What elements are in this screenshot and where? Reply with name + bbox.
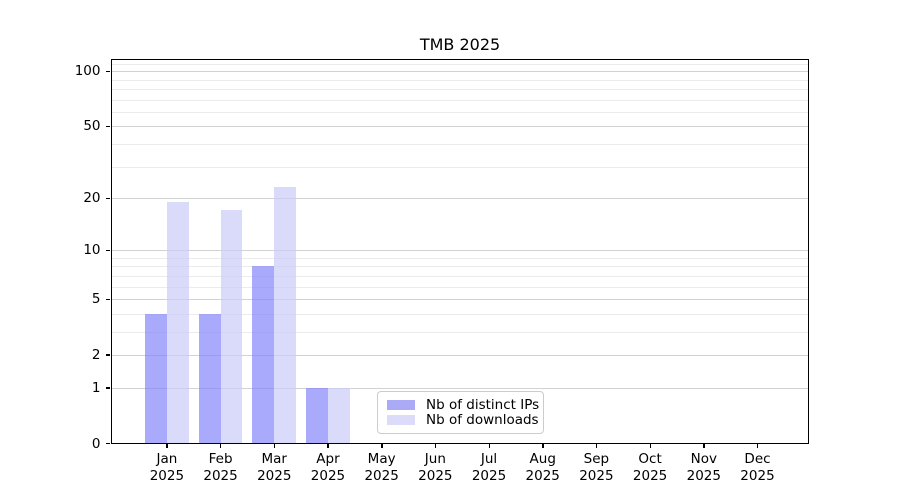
y-tick-mark bbox=[106, 70, 110, 73]
major-gridline bbox=[110, 198, 809, 200]
x-tick-label-year: 2025 bbox=[632, 467, 668, 484]
x-tick-mark bbox=[220, 443, 222, 448]
x-tick-label: Jan 2025 bbox=[139, 451, 195, 485]
x-tick-label: Aug 2025 bbox=[515, 451, 571, 485]
x-tick-label: Apr 2025 bbox=[300, 451, 356, 485]
minor-gridline bbox=[110, 144, 809, 146]
y-tick-label: 5 bbox=[91, 291, 101, 308]
y-tick-label: 20 bbox=[83, 190, 101, 207]
x-tick-label: May 2025 bbox=[354, 451, 410, 485]
y-tick-label: 1 bbox=[91, 379, 101, 396]
bar-distinct-ips-apr bbox=[306, 387, 328, 444]
major-gridline bbox=[110, 299, 809, 301]
y-tick-mark bbox=[106, 387, 110, 389]
y-tick-label: 50 bbox=[83, 118, 101, 135]
x-tick-mark bbox=[756, 443, 759, 448]
minor-gridline bbox=[110, 275, 809, 277]
y-tick-mark bbox=[106, 125, 110, 128]
x-tick-mark bbox=[166, 443, 168, 448]
legend-item-downloads: Nb of downloads bbox=[387, 412, 539, 428]
legend-item-distinct-ips: Nb of distinct IPs bbox=[387, 397, 539, 413]
legend: Nb of distinct IPs Nb of downloads bbox=[377, 391, 544, 434]
x-tick-mark bbox=[488, 443, 490, 448]
x-tick-mark bbox=[542, 443, 544, 448]
legend-label-downloads: Nb of downloads bbox=[426, 412, 539, 428]
x-tick-label-year: 2025 bbox=[310, 467, 346, 484]
x-tick-label: Jun 2025 bbox=[407, 451, 463, 485]
x-tick-label-year: 2025 bbox=[686, 467, 721, 484]
x-tick-label-year: 2025 bbox=[149, 467, 185, 484]
major-gridline bbox=[110, 387, 809, 389]
minor-gridline bbox=[110, 313, 809, 315]
major-gridline bbox=[110, 250, 809, 252]
x-tick-label: Jul 2025 bbox=[461, 451, 517, 485]
x-tick-label: Nov 2025 bbox=[676, 451, 732, 485]
x-tick-label: Mar 2025 bbox=[246, 451, 302, 485]
x-tick-mark bbox=[703, 443, 705, 448]
y-tick-mark bbox=[106, 354, 110, 356]
legend-label-distinct-ips: Nb of distinct IPs bbox=[426, 397, 540, 413]
minor-gridline bbox=[110, 79, 809, 81]
minor-gridline bbox=[110, 99, 809, 101]
y-tick-label: 100 bbox=[74, 63, 101, 80]
minor-gridline bbox=[110, 89, 809, 91]
x-tick-label: Dec 2025 bbox=[729, 451, 785, 485]
x-tick-label: Oct 2025 bbox=[622, 451, 678, 485]
y-tick-mark bbox=[106, 443, 110, 445]
minor-gridline bbox=[110, 331, 809, 333]
major-gridline bbox=[110, 354, 809, 356]
x-tick-label-year: 2025 bbox=[257, 467, 292, 484]
x-tick-label-year: 2025 bbox=[471, 467, 507, 484]
x-tick-mark bbox=[649, 443, 651, 448]
y-tick-label: 0 bbox=[91, 435, 101, 452]
y-tick-mark bbox=[106, 249, 110, 252]
minor-gridline bbox=[110, 166, 809, 168]
x-tick-label-year: 2025 bbox=[418, 467, 453, 484]
legend-swatch-distinct-ips bbox=[387, 400, 415, 410]
y-tick-mark bbox=[106, 197, 110, 199]
bar-distinct-ips-feb bbox=[198, 313, 221, 444]
minor-gridline bbox=[110, 63, 809, 65]
x-tick-label: Feb 2025 bbox=[193, 451, 249, 485]
minor-gridline bbox=[110, 112, 809, 114]
minor-gridline bbox=[110, 257, 809, 259]
x-tick-mark bbox=[434, 443, 437, 448]
x-tick-mark bbox=[273, 443, 276, 448]
y-tick-label: 2 bbox=[91, 346, 101, 363]
bar-distinct-ips-mar bbox=[252, 266, 275, 444]
minor-gridline bbox=[110, 266, 809, 268]
y-tick-mark bbox=[106, 298, 110, 300]
minor-gridline bbox=[110, 286, 809, 288]
x-tick-label-year: 2025 bbox=[364, 467, 399, 484]
bar-downloads-jan bbox=[166, 201, 189, 444]
y-tick-label: 10 bbox=[83, 242, 101, 259]
major-gridline bbox=[110, 71, 809, 73]
x-tick-mark bbox=[595, 443, 598, 448]
bar-distinct-ips-jan bbox=[145, 313, 167, 444]
x-tick-mark bbox=[381, 443, 383, 448]
x-tick-label-year: 2025 bbox=[203, 467, 238, 484]
x-tick-label-year: 2025 bbox=[740, 467, 775, 484]
x-tick-label-year: 2025 bbox=[579, 467, 614, 484]
chart-title: TMB 2025 bbox=[419, 35, 501, 54]
x-tick-label-year: 2025 bbox=[525, 467, 560, 484]
legend-swatch-downloads bbox=[387, 415, 415, 425]
major-gridline bbox=[110, 126, 809, 128]
x-tick-label: Sep 2025 bbox=[568, 451, 624, 485]
bar-downloads-apr bbox=[327, 387, 350, 444]
bar-downloads-feb bbox=[220, 210, 243, 444]
bar-downloads-mar bbox=[274, 187, 297, 444]
x-tick-mark bbox=[327, 443, 329, 448]
